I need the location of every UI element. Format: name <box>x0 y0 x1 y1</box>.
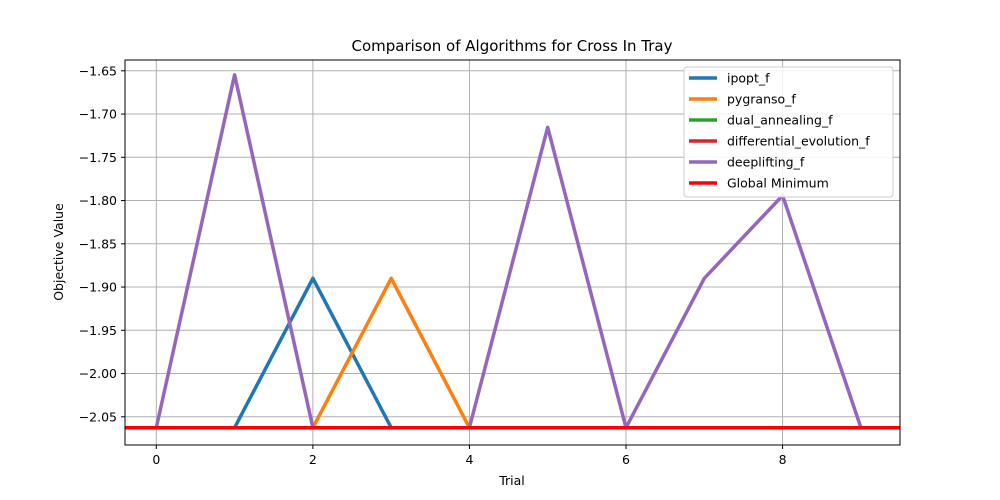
x-axis: 0 2 4 6 8 <box>152 445 787 467</box>
y-tick-label: −1.95 <box>79 323 117 338</box>
y-tick-label: −1.80 <box>79 193 117 208</box>
chart-title: Comparison of Algorithms for Cross In Tr… <box>351 37 672 55</box>
x-tick-label: 8 <box>779 452 787 467</box>
legend-label: deeplifting_f <box>727 155 805 170</box>
series-line-ipopt_f <box>156 276 861 430</box>
legend-label: Global Minimum <box>727 176 829 191</box>
legend-label: differential_evolution_f <box>727 134 870 149</box>
x-axis-label: Trial <box>498 473 525 488</box>
legend-box <box>683 66 894 198</box>
x-tick-label: 6 <box>622 452 630 467</box>
legend-label: dual_annealing_f <box>727 113 833 128</box>
series-lines <box>125 73 900 430</box>
legend: ipopt_f pygranso_f dual_annealing_fdiffere… <box>683 66 894 198</box>
x-tick-label: 0 <box>152 452 160 467</box>
y-axis: −1.65 −1.70 −1.75 −1.80 −1.85 −1.90 −1.95 −2.00… <box>79 63 125 424</box>
legend-label: pygranso_f <box>727 92 796 107</box>
y-tick-label: −2.00 <box>79 366 117 381</box>
plot-frame <box>124 59 901 446</box>
x-tick-label: 2 <box>309 452 317 467</box>
y-tick-label: −2.05 <box>79 409 117 424</box>
y-axis-label: Objective Value <box>51 203 66 301</box>
series-line-pygranso_f <box>156 276 861 430</box>
legend-label: ipopt_f <box>727 71 770 86</box>
y-tick-label: −1.65 <box>79 63 117 78</box>
x-tick-label: 4 <box>465 452 473 467</box>
y-tick-label: −1.75 <box>79 150 117 165</box>
series-line-deeplifting_f <box>154 73 863 430</box>
grid <box>125 60 900 445</box>
y-tick-label: −1.85 <box>79 236 117 251</box>
y-tick-label: −1.70 <box>79 107 117 122</box>
y-tick-label: −1.90 <box>79 280 117 295</box>
